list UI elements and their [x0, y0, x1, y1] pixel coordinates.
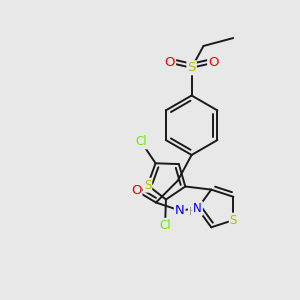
Text: N: N [193, 202, 202, 215]
Text: O: O [208, 56, 219, 69]
Text: S: S [144, 179, 151, 192]
Text: Cl: Cl [159, 219, 171, 232]
Text: O: O [131, 184, 141, 197]
Text: S: S [230, 214, 237, 226]
Text: S: S [188, 61, 196, 74]
Text: H: H [189, 207, 196, 218]
Text: Cl: Cl [135, 135, 147, 148]
Text: N: N [175, 204, 184, 217]
Text: O: O [165, 56, 175, 69]
